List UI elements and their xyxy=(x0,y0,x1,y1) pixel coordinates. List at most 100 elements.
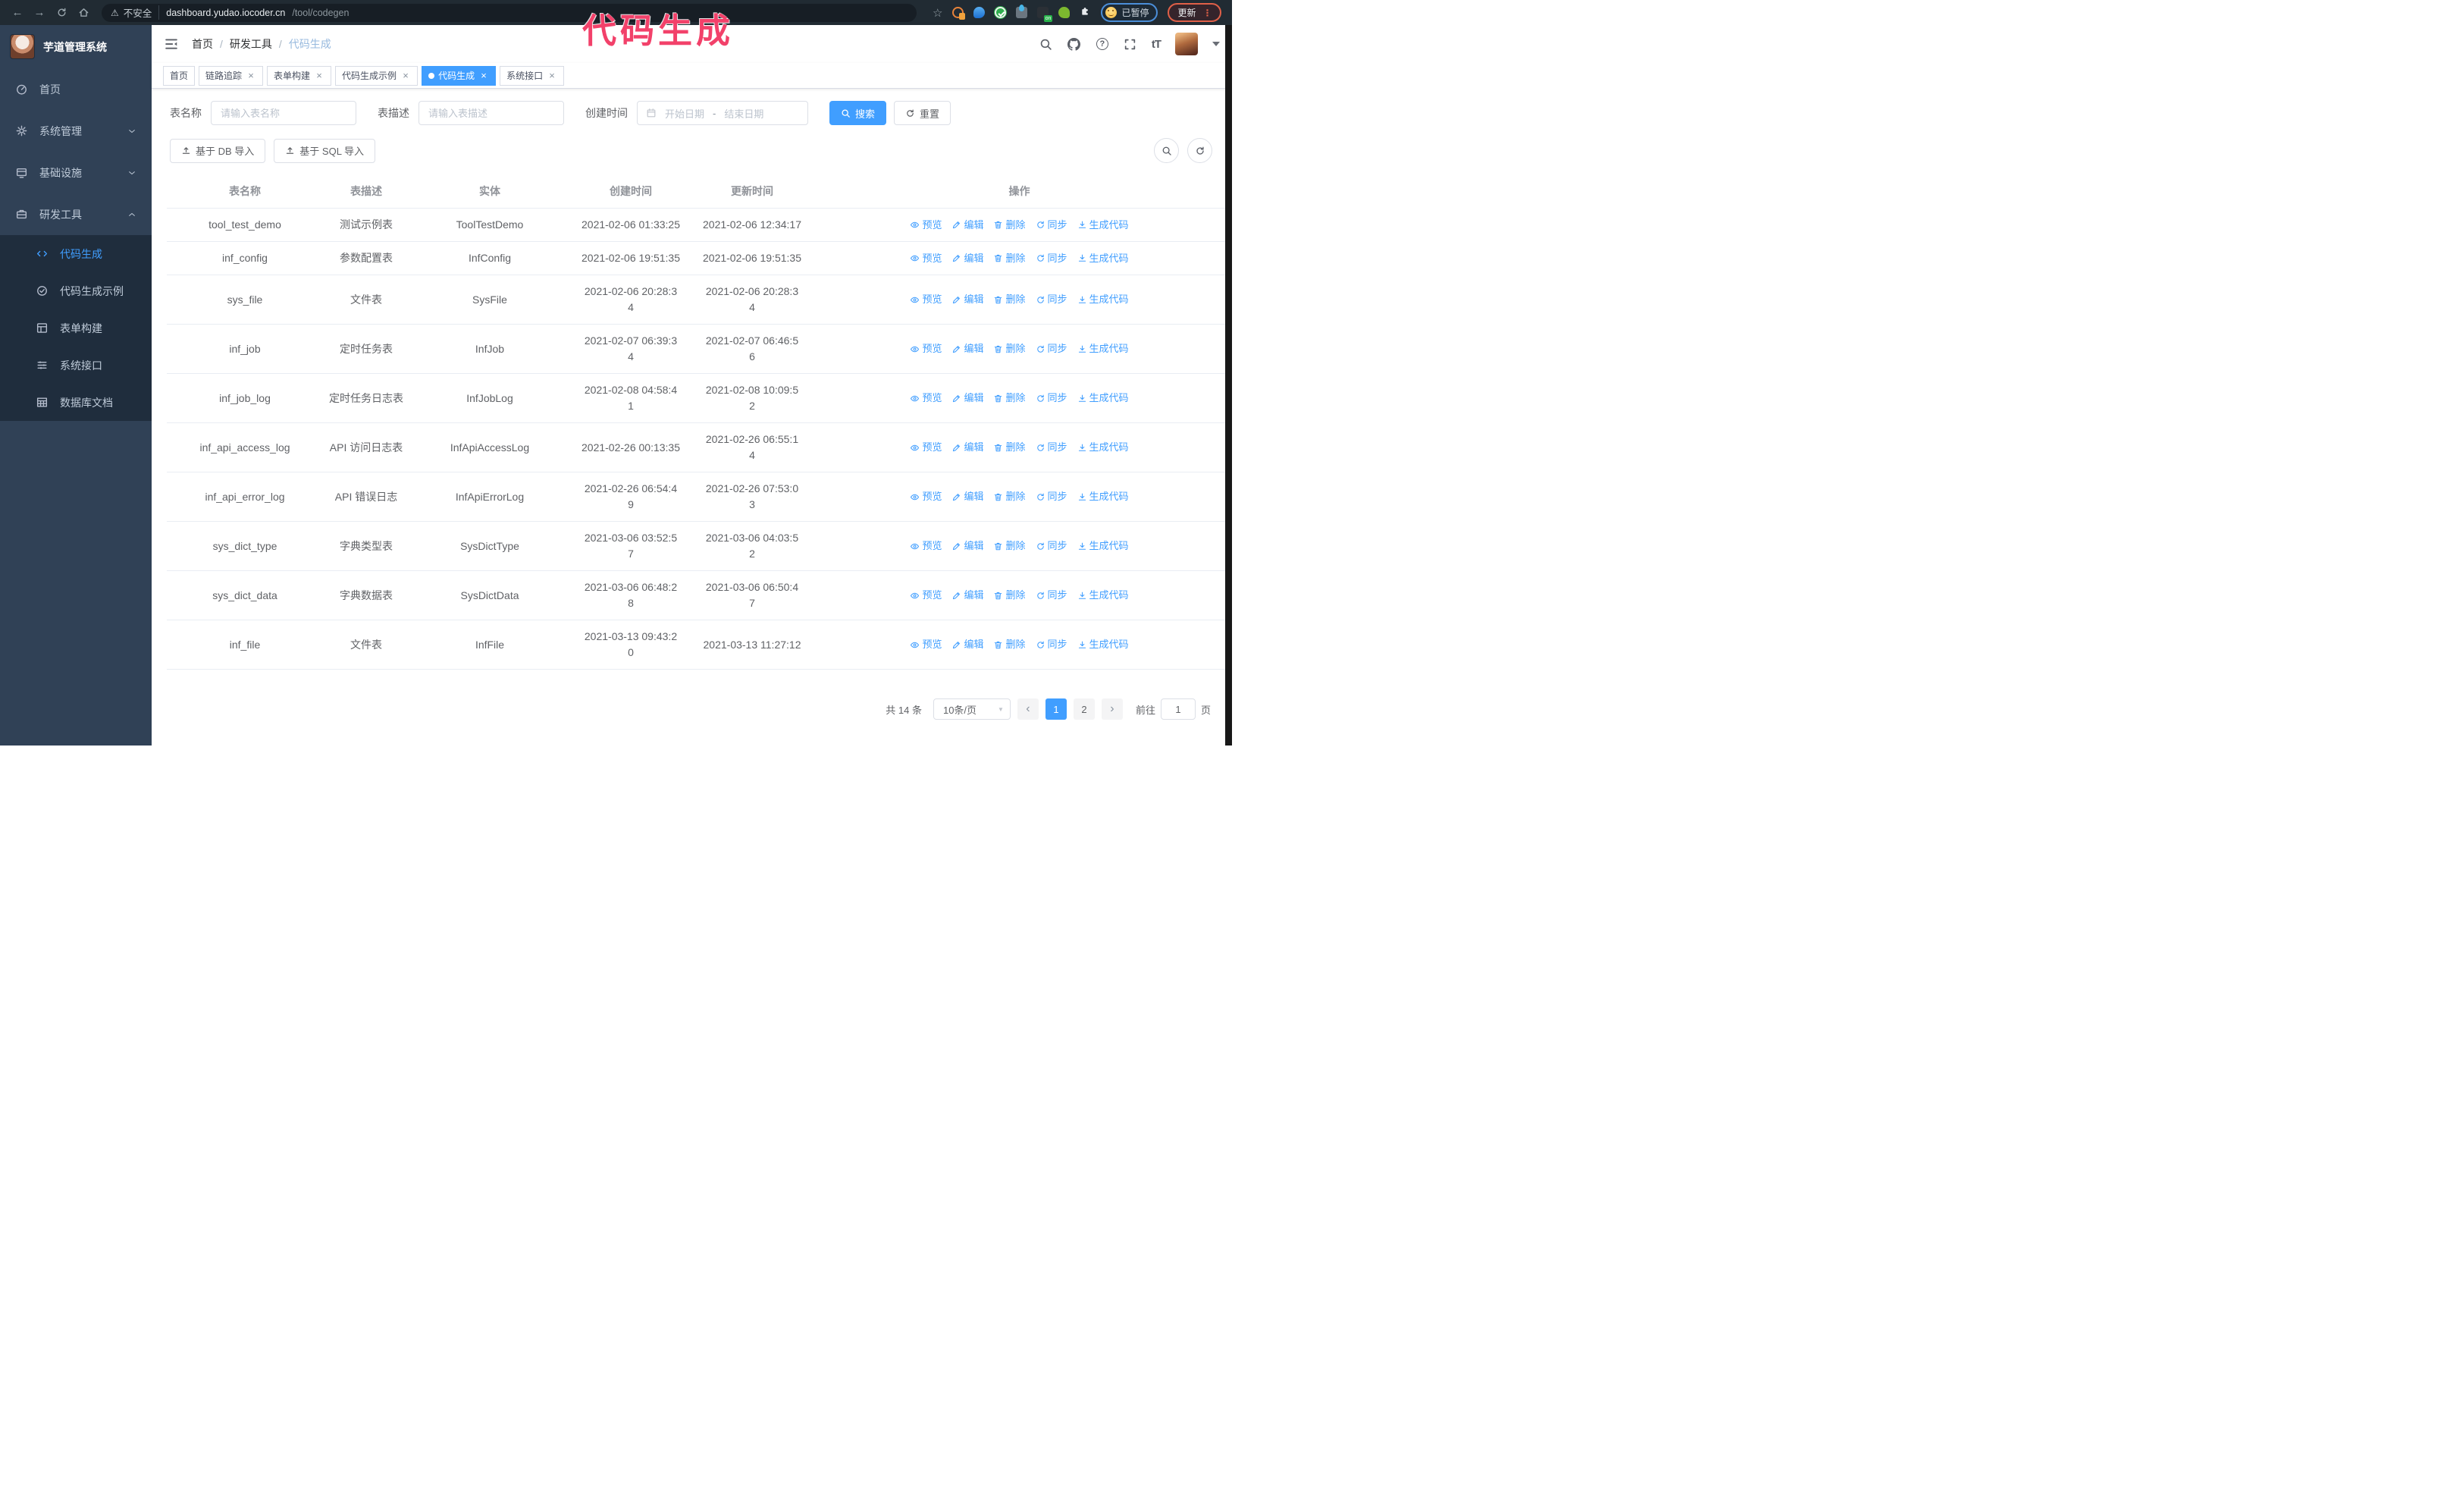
delete-link[interactable]: 删除 xyxy=(993,588,1026,603)
user-avatar[interactable] xyxy=(1175,33,1198,55)
sync-link[interactable]: 同步 xyxy=(1036,218,1067,233)
help-icon[interactable]: ? xyxy=(1096,37,1109,51)
sidebar-item-home[interactable]: 首页 xyxy=(0,68,152,110)
tab-active-4[interactable]: 代码生成 × xyxy=(422,65,497,86)
extension-icon-6[interactable] xyxy=(1058,7,1071,18)
browser-reload-icon[interactable] xyxy=(53,5,70,21)
sync-link[interactable]: 同步 xyxy=(1036,440,1067,455)
preview-link[interactable]: 预览 xyxy=(910,588,942,603)
delete-link[interactable]: 删除 xyxy=(993,292,1026,307)
browser-home-icon[interactable] xyxy=(75,5,92,21)
tab-1[interactable]: 链路追踪 × xyxy=(199,65,264,86)
sidebar-item-form-builder[interactable]: 表单构建 xyxy=(0,309,152,347)
reset-button[interactable]: 重置 xyxy=(894,101,951,125)
sidebar-logo[interactable]: 芋道管理系统 xyxy=(0,25,152,68)
date-range-picker[interactable]: 开始日期 - 结束日期 xyxy=(637,101,808,125)
font-size-icon[interactable]: tT xyxy=(1151,37,1161,51)
tab-close-icon[interactable]: × xyxy=(248,69,254,81)
tab-close-icon[interactable]: × xyxy=(549,69,555,81)
delete-link[interactable]: 删除 xyxy=(993,341,1026,356)
security-warning[interactable]: ⚠ 不安全 xyxy=(111,5,160,20)
delete-link[interactable]: 删除 xyxy=(993,489,1026,504)
tab-2[interactable]: 表单构建 × xyxy=(267,65,332,86)
sidebar-item-codegen[interactable]: 代码生成 xyxy=(0,235,152,272)
browser-update-button[interactable]: 更新 ⋮ xyxy=(1168,3,1222,22)
extension-icon-1[interactable] xyxy=(952,7,966,20)
sidebar-item-codegen-example[interactable]: 代码生成示例 xyxy=(0,272,152,309)
prev-page-button[interactable]: ‹ xyxy=(1017,698,1039,720)
browser-forward-icon[interactable]: → xyxy=(33,6,45,19)
page-button-1[interactable]: 1 xyxy=(1045,698,1067,720)
next-page-button[interactable]: › xyxy=(1101,698,1123,720)
tab-close-icon[interactable]: × xyxy=(481,69,487,81)
extension-icon-5[interactable] xyxy=(1037,7,1053,22)
sync-link[interactable]: 同步 xyxy=(1036,341,1067,356)
tab-close-icon[interactable]: × xyxy=(316,69,322,81)
paused-badge[interactable]: 已暂停 xyxy=(1101,3,1158,22)
github-icon[interactable] xyxy=(1067,37,1081,51)
preview-link[interactable]: 预览 xyxy=(910,218,942,233)
hamburger-icon[interactable] xyxy=(164,36,179,52)
tab-5[interactable]: 系统接口 × xyxy=(500,65,565,86)
generate-code-link[interactable]: 生成代码 xyxy=(1077,292,1129,307)
generate-code-link[interactable]: 生成代码 xyxy=(1077,251,1129,266)
sync-link[interactable]: 同步 xyxy=(1036,637,1067,652)
generate-code-link[interactable]: 生成代码 xyxy=(1077,440,1129,455)
delete-link[interactable]: 删除 xyxy=(993,440,1026,455)
sync-link[interactable]: 同步 xyxy=(1036,251,1067,266)
table-name-input[interactable] xyxy=(211,101,356,125)
toggle-search-button[interactable] xyxy=(1154,138,1179,163)
fullscreen-icon[interactable] xyxy=(1124,37,1137,51)
delete-link[interactable]: 删除 xyxy=(993,251,1026,266)
preview-link[interactable]: 预览 xyxy=(910,637,942,652)
generate-code-link[interactable]: 生成代码 xyxy=(1077,588,1129,603)
generate-code-link[interactable]: 生成代码 xyxy=(1077,538,1129,554)
extensions-puzzle-icon[interactable] xyxy=(1080,5,1091,20)
user-menu-caret-icon[interactable] xyxy=(1212,42,1220,46)
page-size-select[interactable]: 10条/页 ▼ xyxy=(933,698,1011,720)
edit-link[interactable]: 编辑 xyxy=(951,218,983,233)
preview-link[interactable]: 预览 xyxy=(910,440,942,455)
extension-icon-2[interactable] xyxy=(973,7,986,18)
search-button[interactable]: 搜索 xyxy=(829,101,887,125)
preview-link[interactable]: 预览 xyxy=(910,391,942,406)
preview-link[interactable]: 预览 xyxy=(910,538,942,554)
address-bar[interactable]: ⚠ 不安全 dashboard.yudao.iocoder.cn/tool/co… xyxy=(102,3,917,22)
sidebar-item-system-api[interactable]: 系统接口 xyxy=(0,347,152,384)
edit-link[interactable]: 编辑 xyxy=(951,489,983,504)
sync-link[interactable]: 同步 xyxy=(1036,489,1067,504)
bookmark-star-icon[interactable]: ☆ xyxy=(933,6,943,20)
preview-link[interactable]: 预览 xyxy=(910,292,942,307)
generate-code-link[interactable]: 生成代码 xyxy=(1077,341,1129,356)
extension-icon-4[interactable] xyxy=(1016,5,1028,18)
sync-link[interactable]: 同步 xyxy=(1036,292,1067,307)
preview-link[interactable]: 预览 xyxy=(910,489,942,504)
search-icon[interactable] xyxy=(1039,37,1053,51)
date-start-placeholder[interactable]: 开始日期 xyxy=(665,108,705,120)
sidebar-item-devtools[interactable]: 研发工具 xyxy=(0,193,152,235)
generate-code-link[interactable]: 生成代码 xyxy=(1077,637,1129,652)
delete-link[interactable]: 删除 xyxy=(993,391,1026,406)
tab-close-icon[interactable]: × xyxy=(403,69,409,81)
tab-0[interactable]: 首页 xyxy=(163,65,196,86)
edit-link[interactable]: 编辑 xyxy=(951,251,983,266)
generate-code-link[interactable]: 生成代码 xyxy=(1077,218,1129,233)
generate-code-link[interactable]: 生成代码 xyxy=(1077,489,1129,504)
generate-code-link[interactable]: 生成代码 xyxy=(1077,391,1129,406)
preview-link[interactable]: 预览 xyxy=(910,341,942,356)
edit-link[interactable]: 编辑 xyxy=(951,637,983,652)
sidebar-item-system[interactable]: 系统管理 xyxy=(0,110,152,152)
sidebar-item-infra[interactable]: 基础设施 xyxy=(0,152,152,193)
goto-page-input[interactable] xyxy=(1160,698,1196,720)
sync-link[interactable]: 同步 xyxy=(1036,391,1067,406)
extension-icon-3[interactable] xyxy=(995,7,1007,18)
page-button-2[interactable]: 2 xyxy=(1073,698,1095,720)
browser-menu-dots-icon[interactable]: ⋮ xyxy=(1202,7,1212,18)
breadcrumb-home[interactable]: 首页 xyxy=(192,38,213,50)
sync-link[interactable]: 同步 xyxy=(1036,538,1067,554)
import-sql-button[interactable]: 基于 SQL 导入 xyxy=(274,138,376,163)
refresh-table-button[interactable] xyxy=(1187,138,1212,163)
delete-link[interactable]: 删除 xyxy=(993,538,1026,554)
edit-link[interactable]: 编辑 xyxy=(951,440,983,455)
edit-link[interactable]: 编辑 xyxy=(951,538,983,554)
